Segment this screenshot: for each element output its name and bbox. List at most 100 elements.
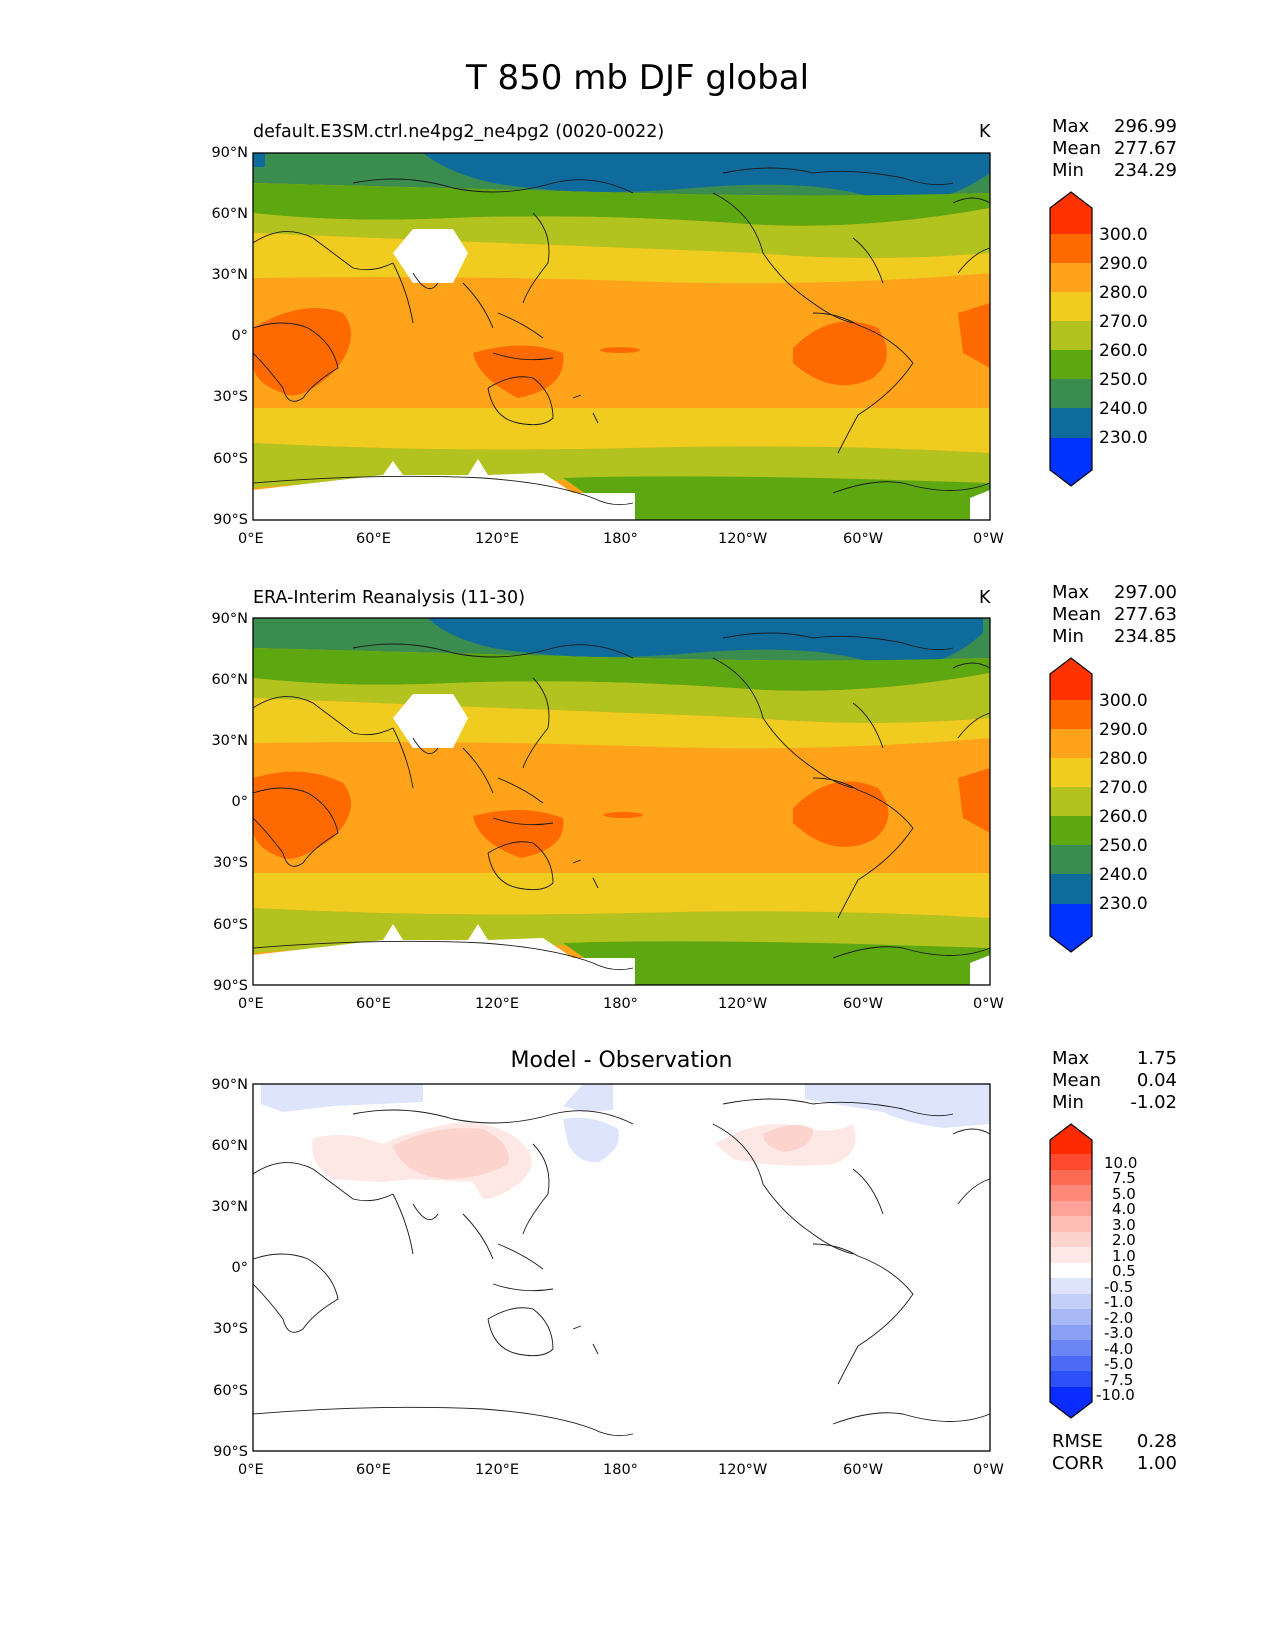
- colorbar-segments: [1050, 1124, 1092, 1418]
- cb-label: 300.0: [1099, 691, 1148, 711]
- stat-min-value: -1.02: [1130, 1092, 1177, 1113]
- stat-max-label: Max: [1052, 1048, 1090, 1069]
- panel-3-title: Model - Observation: [510, 1048, 733, 1073]
- lat-tick: 30°S: [213, 855, 248, 871]
- coastlines: [252, 632, 991, 971]
- temperature-field: [253, 618, 990, 985]
- corr-value: 1.00: [1136, 1453, 1177, 1474]
- cb-seg-290: [1050, 263, 1092, 292]
- cb-label: 260.0: [1099, 341, 1148, 361]
- cb-label: 230.0: [1099, 428, 1148, 448]
- cb-label: 10.0: [1104, 1154, 1138, 1172]
- cb-label: -1.0: [1104, 1293, 1134, 1311]
- stat-mean-label: Mean: [1052, 138, 1102, 159]
- lon-tick: 0°E: [238, 1462, 264, 1478]
- lat-tick: 90°S: [213, 512, 248, 528]
- cb-seg-250: [1050, 379, 1092, 408]
- panel-2-units: K: [979, 588, 991, 608]
- cb-label: -7.5: [1104, 1371, 1134, 1389]
- temperature-field: [253, 153, 990, 520]
- panel-2-title: ERA-Interim Reanalysis (11-30): [253, 588, 526, 608]
- figure-title: T 850 mb DJF global: [465, 58, 810, 98]
- cb-label: 250.0: [1099, 836, 1148, 856]
- panel-3-map: [252, 1083, 991, 1452]
- cb-label: -10.0: [1096, 1386, 1135, 1404]
- cb-seg-260: [1050, 816, 1092, 845]
- lat-tick: 60°N: [211, 206, 248, 222]
- lat-tick: 0°: [231, 794, 248, 810]
- difference-field: [253, 1084, 990, 1451]
- lon-tick: 120°W: [718, 996, 768, 1012]
- stat-min-value: 234.29: [1114, 160, 1177, 181]
- lat-tick: 30°S: [213, 389, 248, 405]
- panel-1-units: K: [979, 122, 991, 142]
- cb-seg-290: [1050, 729, 1092, 758]
- lat-tick: 90°S: [213, 1444, 248, 1460]
- panel-2-stats: Max 297.00 Mean 277.63 Min 234.85: [1052, 582, 1177, 648]
- stat-min-value: 234.85: [1114, 626, 1177, 647]
- lon-tick: 120°E: [475, 531, 520, 547]
- lat-tick: 0°: [231, 328, 248, 344]
- lon-tick: 0°W: [973, 1462, 1004, 1478]
- cb-label: 250.0: [1099, 370, 1148, 390]
- stat-mean-value: 277.63: [1114, 604, 1177, 625]
- lon-tick: 0°E: [238, 531, 264, 547]
- panel-2-lon-ticks: 0°E 60°E 120°E 180° 120°W 60°W 0°W: [238, 996, 1004, 1016]
- stat-min-label: Min: [1052, 626, 1084, 647]
- lon-tick: 0°W: [973, 996, 1004, 1012]
- cb-seg-240: [1050, 408, 1092, 438]
- cb-label: 7.5: [1112, 1169, 1136, 1187]
- panel-1-colorbar: [1049, 191, 1093, 487]
- stat-max-label: Max: [1052, 582, 1090, 603]
- panel-1-title: default.E3SM.ctrl.ne4pg2_ne4pg2 (0020-00…: [253, 122, 665, 142]
- cb-label: 270.0: [1099, 312, 1148, 332]
- colorbar-segments: [1050, 192, 1092, 486]
- coastlines: [252, 1098, 991, 1437]
- lon-tick: 60°W: [843, 531, 884, 547]
- lon-tick: 60°E: [356, 531, 391, 547]
- cb-seg-240: [1050, 874, 1092, 904]
- cb-seg-280: [1050, 292, 1092, 321]
- lat-tick: 90°N: [211, 1077, 248, 1093]
- cb-label: -5.0: [1104, 1355, 1134, 1373]
- panel-2-colorbar: [1049, 657, 1093, 953]
- lon-tick: 180°: [603, 531, 638, 547]
- lon-tick: 0°E: [238, 996, 264, 1012]
- lat-tick: 60°S: [213, 917, 248, 933]
- cb-label: 0.5: [1112, 1262, 1136, 1280]
- rmse-label: RMSE: [1052, 1431, 1103, 1452]
- panel-1-map: [252, 152, 991, 521]
- map-frame: [252, 1083, 991, 1452]
- cb-label: 240.0: [1099, 399, 1148, 419]
- lon-tick: 60°W: [843, 996, 884, 1012]
- cb-under: [1050, 904, 1092, 952]
- cb-label: 1.0: [1112, 1247, 1136, 1265]
- panel-3-stats: Max 1.75 Mean 0.04 Min -1.02: [1052, 1048, 1177, 1114]
- cb-over: [1050, 1124, 1092, 1154]
- lat-tick: 90°N: [211, 145, 248, 161]
- lon-tick: 120°W: [718, 531, 768, 547]
- cb-label: -0.5: [1104, 1278, 1134, 1296]
- cb-seg-270: [1050, 321, 1092, 350]
- panel-1-lon-ticks: 0°E 60°E 120°E 180° 120°W 60°W 0°W: [238, 531, 1004, 551]
- lat-tick: 90°N: [211, 611, 248, 627]
- cb-seg-300: [1050, 700, 1092, 729]
- stat-min-label: Min: [1052, 1092, 1084, 1113]
- cb-label: 2.0: [1112, 1231, 1136, 1249]
- map-frame: [252, 617, 991, 986]
- lon-tick: 120°E: [475, 996, 520, 1012]
- stat-mean-label: Mean: [1052, 604, 1102, 625]
- lon-tick: 120°E: [475, 1462, 520, 1478]
- stat-max-value: 296.99: [1114, 116, 1177, 137]
- stat-mean-label: Mean: [1052, 1070, 1102, 1091]
- lat-tick: 60°N: [211, 672, 248, 688]
- lat-tick: 30°S: [213, 1321, 248, 1337]
- cb-label: 290.0: [1099, 720, 1148, 740]
- rmse-value: 0.28: [1136, 1431, 1177, 1452]
- cb-label: 300.0: [1099, 225, 1148, 245]
- lat-tick: 60°S: [213, 1383, 248, 1399]
- lat-tick: 30°N: [211, 1199, 248, 1215]
- cb-seg-260: [1050, 350, 1092, 379]
- map-frame: [252, 152, 991, 521]
- stat-max-value: 297.00: [1114, 582, 1177, 603]
